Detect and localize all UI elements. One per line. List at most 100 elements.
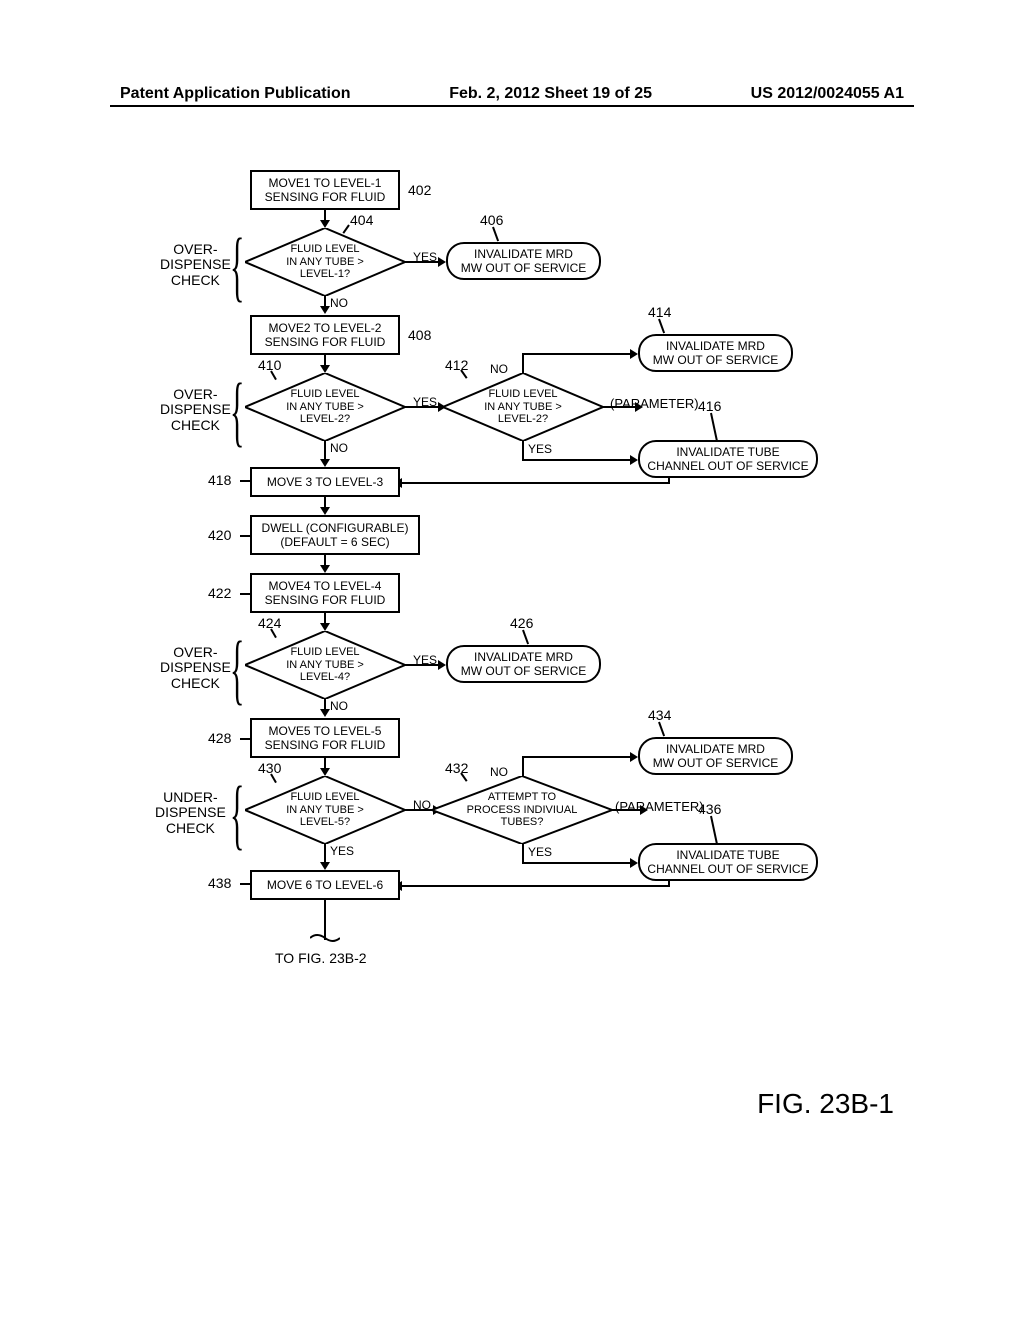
- leader-line: [492, 227, 499, 242]
- arrowhead-icon: [438, 257, 446, 267]
- box-text: DWELL (CONFIGURABLE) (DEFAULT = 6 SEC): [262, 521, 409, 550]
- arrowhead-icon: [320, 306, 330, 314]
- yes-label: YES: [330, 844, 354, 858]
- connector: [324, 441, 326, 461]
- terminal-414: INVALIDATE MRD MW OUT OF SERVICE: [638, 334, 793, 372]
- side-label: UNDER- DISPENSE CHECK: [155, 790, 226, 836]
- connector: [324, 844, 326, 864]
- leader-line: [240, 883, 250, 885]
- no-label: NO: [490, 765, 508, 779]
- label-text: OVER- DISPENSE CHECK: [160, 644, 231, 691]
- curly-brace-icon: {: [230, 770, 244, 860]
- continuation-label: TO FIG. 23B-2: [275, 950, 367, 966]
- ref-412: 412: [445, 357, 468, 373]
- decision-404: FLUID LEVEL IN ANY TUBE > LEVEL-1?: [245, 228, 405, 296]
- label-text: OVER- DISPENSE CHECK: [160, 241, 231, 288]
- ref-428: 428: [208, 730, 231, 746]
- process-box-402: MOVE1 TO LEVEL-1 SENSING FOR FLUID: [250, 170, 400, 210]
- arrowhead-icon: [320, 709, 330, 717]
- arrowhead-icon: [320, 220, 330, 228]
- process-box-420: DWELL (CONFIGURABLE) (DEFAULT = 6 SEC): [250, 515, 420, 555]
- box-text: INVALIDATE TUBE CHANNEL OUT OF SERVICE: [647, 848, 808, 877]
- diamond-text: FLUID LEVEL IN ANY TUBE > LEVEL-4?: [245, 646, 405, 684]
- arrowhead-icon: [320, 459, 330, 467]
- box-text: INVALIDATE MRD MW OUT OF SERVICE: [461, 650, 587, 679]
- label-text: UNDER- DISPENSE CHECK: [155, 789, 226, 836]
- box-text: MOVE2 TO LEVEL-2 SENSING FOR FLUID: [265, 321, 386, 350]
- flowchart-canvas: MOVE1 TO LEVEL-1 SENSING FOR FLUID 402 F…: [170, 170, 890, 1130]
- process-box-408: MOVE2 TO LEVEL-2 SENSING FOR FLUID: [250, 315, 400, 355]
- side-label: OVER- DISPENSE CHECK: [160, 387, 231, 433]
- arrowhead-icon: [320, 365, 330, 373]
- diamond-text: FLUID LEVEL IN ANY TUBE > LEVEL-5?: [245, 791, 405, 829]
- arrowhead-icon: [630, 752, 638, 762]
- decision-412: FLUID LEVEL IN ANY TUBE > LEVEL-2?: [443, 373, 603, 441]
- box-text: MOVE4 TO LEVEL-4 SENSING FOR FLUID: [265, 579, 386, 608]
- arrowhead-icon: [630, 349, 638, 359]
- figure-label: FIG. 23B-1: [757, 1088, 894, 1120]
- leader-line: [522, 630, 529, 645]
- leader-line: [240, 480, 250, 482]
- process-box-428: MOVE5 TO LEVEL-5 SENSING FOR FLUID: [250, 718, 400, 758]
- header-rule: [110, 105, 914, 107]
- connector: [522, 459, 632, 461]
- arrowhead-icon: [320, 623, 330, 631]
- leader-line: [658, 319, 665, 334]
- header-center: Feb. 2, 2012 Sheet 19 of 25: [449, 85, 652, 103]
- leader-line: [710, 816, 718, 844]
- connector: [522, 441, 524, 461]
- diamond-text: ATTEMPT TO PROCESS INDIVIUAL TUBES?: [432, 791, 612, 829]
- header-right: US 2012/0024055 A1: [751, 85, 904, 103]
- side-label: OVER- DISPENSE CHECK: [160, 645, 231, 691]
- ref-422: 422: [208, 585, 231, 601]
- box-text: MOVE5 TO LEVEL-5 SENSING FOR FLUID: [265, 724, 386, 753]
- parameter-label: (PARAMETER): [615, 799, 704, 814]
- arrowhead-icon: [320, 507, 330, 515]
- ref-420: 420: [208, 527, 231, 543]
- arrowhead-icon: [630, 858, 638, 868]
- ref-402: 402: [408, 182, 431, 198]
- arrowhead-icon: [438, 660, 446, 670]
- decision-430: FLUID LEVEL IN ANY TUBE > LEVEL-5?: [245, 776, 405, 844]
- connector: [668, 881, 670, 887]
- header-left: Patent Application Publication: [120, 85, 351, 103]
- no-label: NO: [330, 441, 348, 455]
- curly-brace-icon: {: [230, 625, 244, 715]
- connector: [400, 482, 670, 484]
- curly-brace-icon: {: [230, 222, 244, 312]
- terminal-426: INVALIDATE MRD MW OUT OF SERVICE: [446, 645, 601, 683]
- ref-406: 406: [480, 212, 503, 228]
- diamond-text: FLUID LEVEL IN ANY TUBE > LEVEL-2?: [245, 388, 405, 426]
- label-text: OVER- DISPENSE CHECK: [160, 386, 231, 433]
- process-box-418: MOVE 3 TO LEVEL-3: [250, 467, 400, 497]
- arrowhead-icon: [630, 455, 638, 465]
- box-text: MOVE 3 TO LEVEL-3: [267, 475, 383, 489]
- process-box-438: MOVE 6 TO LEVEL-6: [250, 870, 400, 900]
- terminal-436: INVALIDATE TUBE CHANNEL OUT OF SERVICE: [638, 843, 818, 881]
- diamond-text: FLUID LEVEL IN ANY TUBE > LEVEL-2?: [443, 388, 603, 426]
- arrowhead-icon: [320, 862, 330, 870]
- ref-438: 438: [208, 875, 231, 891]
- connector: [522, 862, 632, 864]
- no-label: NO: [330, 296, 348, 310]
- terminal-406: INVALIDATE MRD MW OUT OF SERVICE: [446, 242, 601, 280]
- page-header: Patent Application Publication Feb. 2, 2…: [0, 85, 1024, 103]
- connector: [405, 664, 440, 666]
- box-text: INVALIDATE MRD MW OUT OF SERVICE: [653, 339, 779, 368]
- decision-410: FLUID LEVEL IN ANY TUBE > LEVEL-2?: [245, 373, 405, 441]
- leader-line: [240, 593, 250, 595]
- process-box-422: MOVE4 TO LEVEL-4 SENSING FOR FLUID: [250, 573, 400, 613]
- connector: [522, 756, 524, 776]
- arrowhead-icon: [320, 565, 330, 573]
- connector: [522, 844, 524, 864]
- box-text: INVALIDATE MRD MW OUT OF SERVICE: [461, 247, 587, 276]
- connector: [668, 478, 670, 484]
- parameter-label: (PARAMETER): [610, 396, 699, 411]
- ref-404: 404: [350, 212, 373, 228]
- ref-432: 432: [445, 760, 468, 776]
- terminal-434: INVALIDATE MRD MW OUT OF SERVICE: [638, 737, 793, 775]
- connector: [405, 809, 435, 811]
- no-label: NO: [490, 362, 508, 376]
- leader-line: [240, 738, 250, 740]
- no-label: NO: [330, 699, 348, 713]
